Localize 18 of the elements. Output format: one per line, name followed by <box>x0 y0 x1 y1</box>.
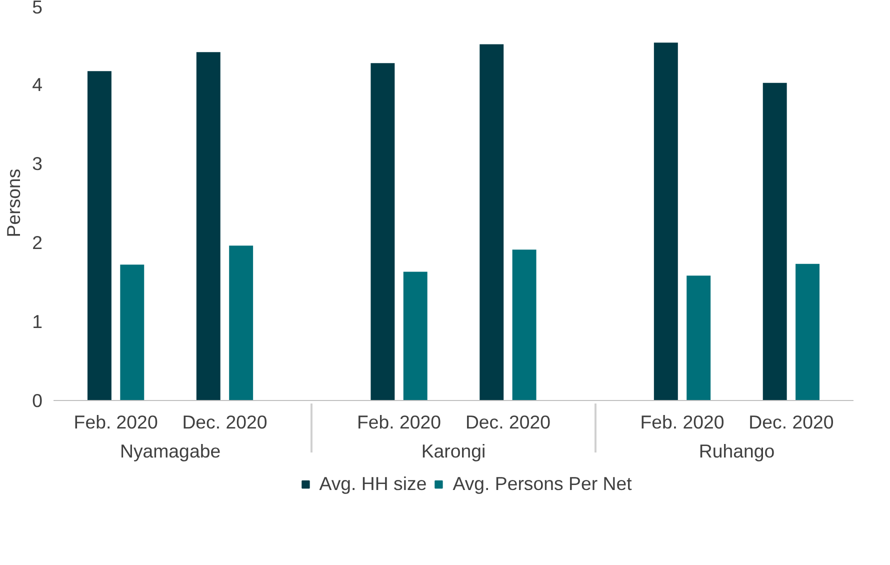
y-tick-label: 5 <box>32 0 43 18</box>
category-label: Dec. 2020 <box>182 412 268 432</box>
y-tick-label: 4 <box>32 74 43 95</box>
category-label: Karongi <box>421 440 486 462</box>
legend-label: Avg. Persons Per Net <box>452 473 632 495</box>
category-label: Feb. 2020 <box>640 412 724 432</box>
category-label: Feb. 2020 <box>357 412 442 432</box>
y-axis-title: Persons <box>3 168 24 238</box>
category-label: Nyamagabe <box>120 440 221 462</box>
category-label: Dec. 2020 <box>748 412 834 432</box>
category-label: Ruhango <box>698 440 775 462</box>
category-label: Dec. 2020 <box>465 412 550 432</box>
y-tick-label: 1 <box>32 311 43 332</box>
category-label: Feb. 2020 <box>74 412 158 432</box>
y-tick-label: 3 <box>32 153 43 174</box>
y-tick-label: 0 <box>32 390 43 411</box>
y-tick-label: 2 <box>32 232 43 253</box>
legend-label: Avg. HH size <box>319 473 427 495</box>
